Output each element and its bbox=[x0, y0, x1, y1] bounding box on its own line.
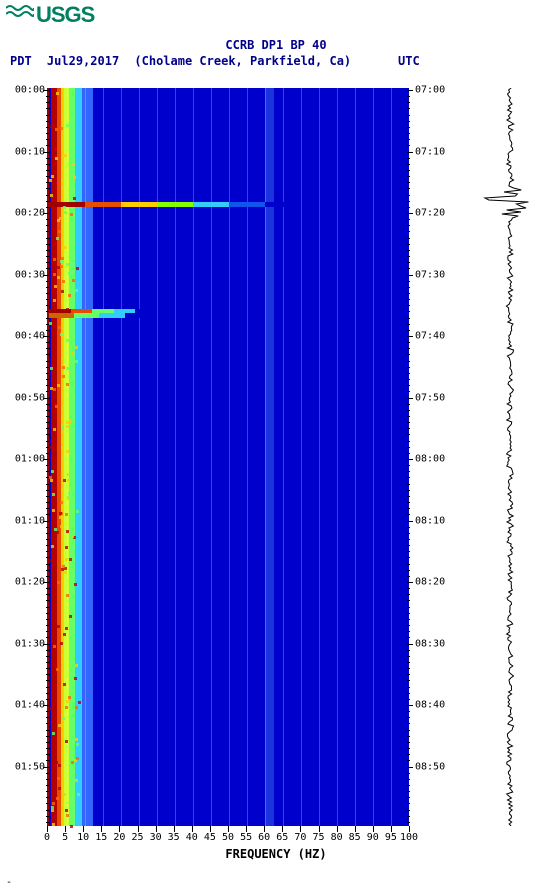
chart-subtitle: PDT Jul29,2017 (Cholame Creek, Parkfield… bbox=[10, 54, 359, 68]
left-timezone: PDT bbox=[10, 54, 32, 68]
ytick-label: 00:50 bbox=[15, 392, 45, 403]
spectro-band bbox=[265, 88, 274, 826]
ytick-label: 07:10 bbox=[415, 146, 445, 157]
footer-mark: - bbox=[6, 877, 12, 888]
gridline bbox=[211, 88, 212, 826]
ytick-label: 08:00 bbox=[415, 454, 445, 465]
gridline bbox=[373, 88, 374, 826]
waveform-trace bbox=[480, 88, 540, 826]
ytick-label: 00:30 bbox=[15, 269, 45, 280]
chart-title: CCRB DP1 BP 40 bbox=[0, 38, 552, 52]
gridline bbox=[157, 88, 158, 826]
ytick-label: 08:50 bbox=[415, 761, 445, 772]
gridline bbox=[301, 88, 302, 826]
ytick-label: 00:00 bbox=[15, 85, 45, 96]
spectro-band bbox=[82, 88, 93, 826]
gridline bbox=[103, 88, 104, 826]
xtick-label: 55 bbox=[240, 832, 252, 843]
gridline bbox=[229, 88, 230, 826]
gridline bbox=[85, 88, 86, 826]
gridline bbox=[337, 88, 338, 826]
ytick-label: 07:20 bbox=[415, 208, 445, 219]
xtick-label: 15 bbox=[95, 832, 107, 843]
gridline bbox=[121, 88, 122, 826]
xtick-label: 90 bbox=[367, 832, 379, 843]
gridline bbox=[175, 88, 176, 826]
xtick-label: 30 bbox=[150, 832, 162, 843]
gridline bbox=[193, 88, 194, 826]
ytick-label: 07:40 bbox=[415, 331, 445, 342]
gridline bbox=[391, 88, 392, 826]
yaxis-right: 07:00 07:10 07:20 07:30 07:40 07:50 08:00 08:10… bbox=[409, 88, 459, 826]
ytick-label: 01:00 bbox=[15, 454, 45, 465]
ytick-label: 00:20 bbox=[15, 208, 45, 219]
ytick-label: 01:30 bbox=[15, 638, 45, 649]
spectro-event bbox=[49, 313, 409, 318]
ytick-label: 01:10 bbox=[15, 515, 45, 526]
ytick-label: 01:50 bbox=[15, 761, 45, 772]
gridline bbox=[247, 88, 248, 826]
xtick-label: 85 bbox=[349, 832, 361, 843]
ytick-label: 08:20 bbox=[415, 577, 445, 588]
xtick-label: 65 bbox=[276, 832, 288, 843]
xtick-label: 5 bbox=[62, 832, 68, 843]
ytick-label: 00:40 bbox=[15, 331, 45, 342]
ytick-label: 07:00 bbox=[415, 85, 445, 96]
usgs-waves-icon bbox=[6, 2, 34, 28]
xtick-label: 60 bbox=[258, 832, 270, 843]
ytick-label: 07:50 bbox=[415, 392, 445, 403]
ytick-label: 01:20 bbox=[15, 577, 45, 588]
gridline bbox=[319, 88, 320, 826]
spectrogram-chart bbox=[47, 88, 409, 826]
ytick-label: 08:10 bbox=[415, 515, 445, 526]
xtick-label: 0 bbox=[44, 832, 50, 843]
usgs-text: USGS bbox=[36, 2, 94, 28]
xtick-label: 45 bbox=[204, 832, 216, 843]
xtick-label: 50 bbox=[222, 832, 234, 843]
ytick-label: 07:30 bbox=[415, 269, 445, 280]
location: (Cholame Creek, Parkfield, Ca) bbox=[134, 54, 351, 68]
ytick-label: 01:40 bbox=[15, 700, 45, 711]
yaxis-left: 00:00 00:10 00:20 00:30 00:40 00:50 01:00 01:10… bbox=[0, 88, 47, 826]
xtick-label: 35 bbox=[168, 832, 180, 843]
xtick-label: 10 bbox=[77, 832, 89, 843]
xtick-label: 40 bbox=[186, 832, 198, 843]
gridline bbox=[265, 88, 266, 826]
xtick-label: 25 bbox=[131, 832, 143, 843]
ytick-label: 08:40 bbox=[415, 700, 445, 711]
usgs-logo: USGS bbox=[6, 2, 94, 28]
ytick-label: 00:10 bbox=[15, 146, 45, 157]
gridline bbox=[283, 88, 284, 826]
date: Jul29,2017 bbox=[47, 54, 119, 68]
ytick-label: 08:30 bbox=[415, 638, 445, 649]
spectro-event bbox=[49, 202, 409, 207]
gridline bbox=[67, 88, 68, 826]
xtick-label: 100 bbox=[400, 832, 418, 843]
gridline bbox=[355, 88, 356, 826]
gridline bbox=[139, 88, 140, 826]
xtick-label: 95 bbox=[385, 832, 397, 843]
xtick-label: 80 bbox=[331, 832, 343, 843]
right-timezone: UTC bbox=[398, 54, 420, 68]
xtick-label: 70 bbox=[294, 832, 306, 843]
xaxis-title: FREQUENCY (HZ) bbox=[0, 847, 552, 861]
xtick-label: 75 bbox=[312, 832, 324, 843]
xtick-label: 20 bbox=[113, 832, 125, 843]
